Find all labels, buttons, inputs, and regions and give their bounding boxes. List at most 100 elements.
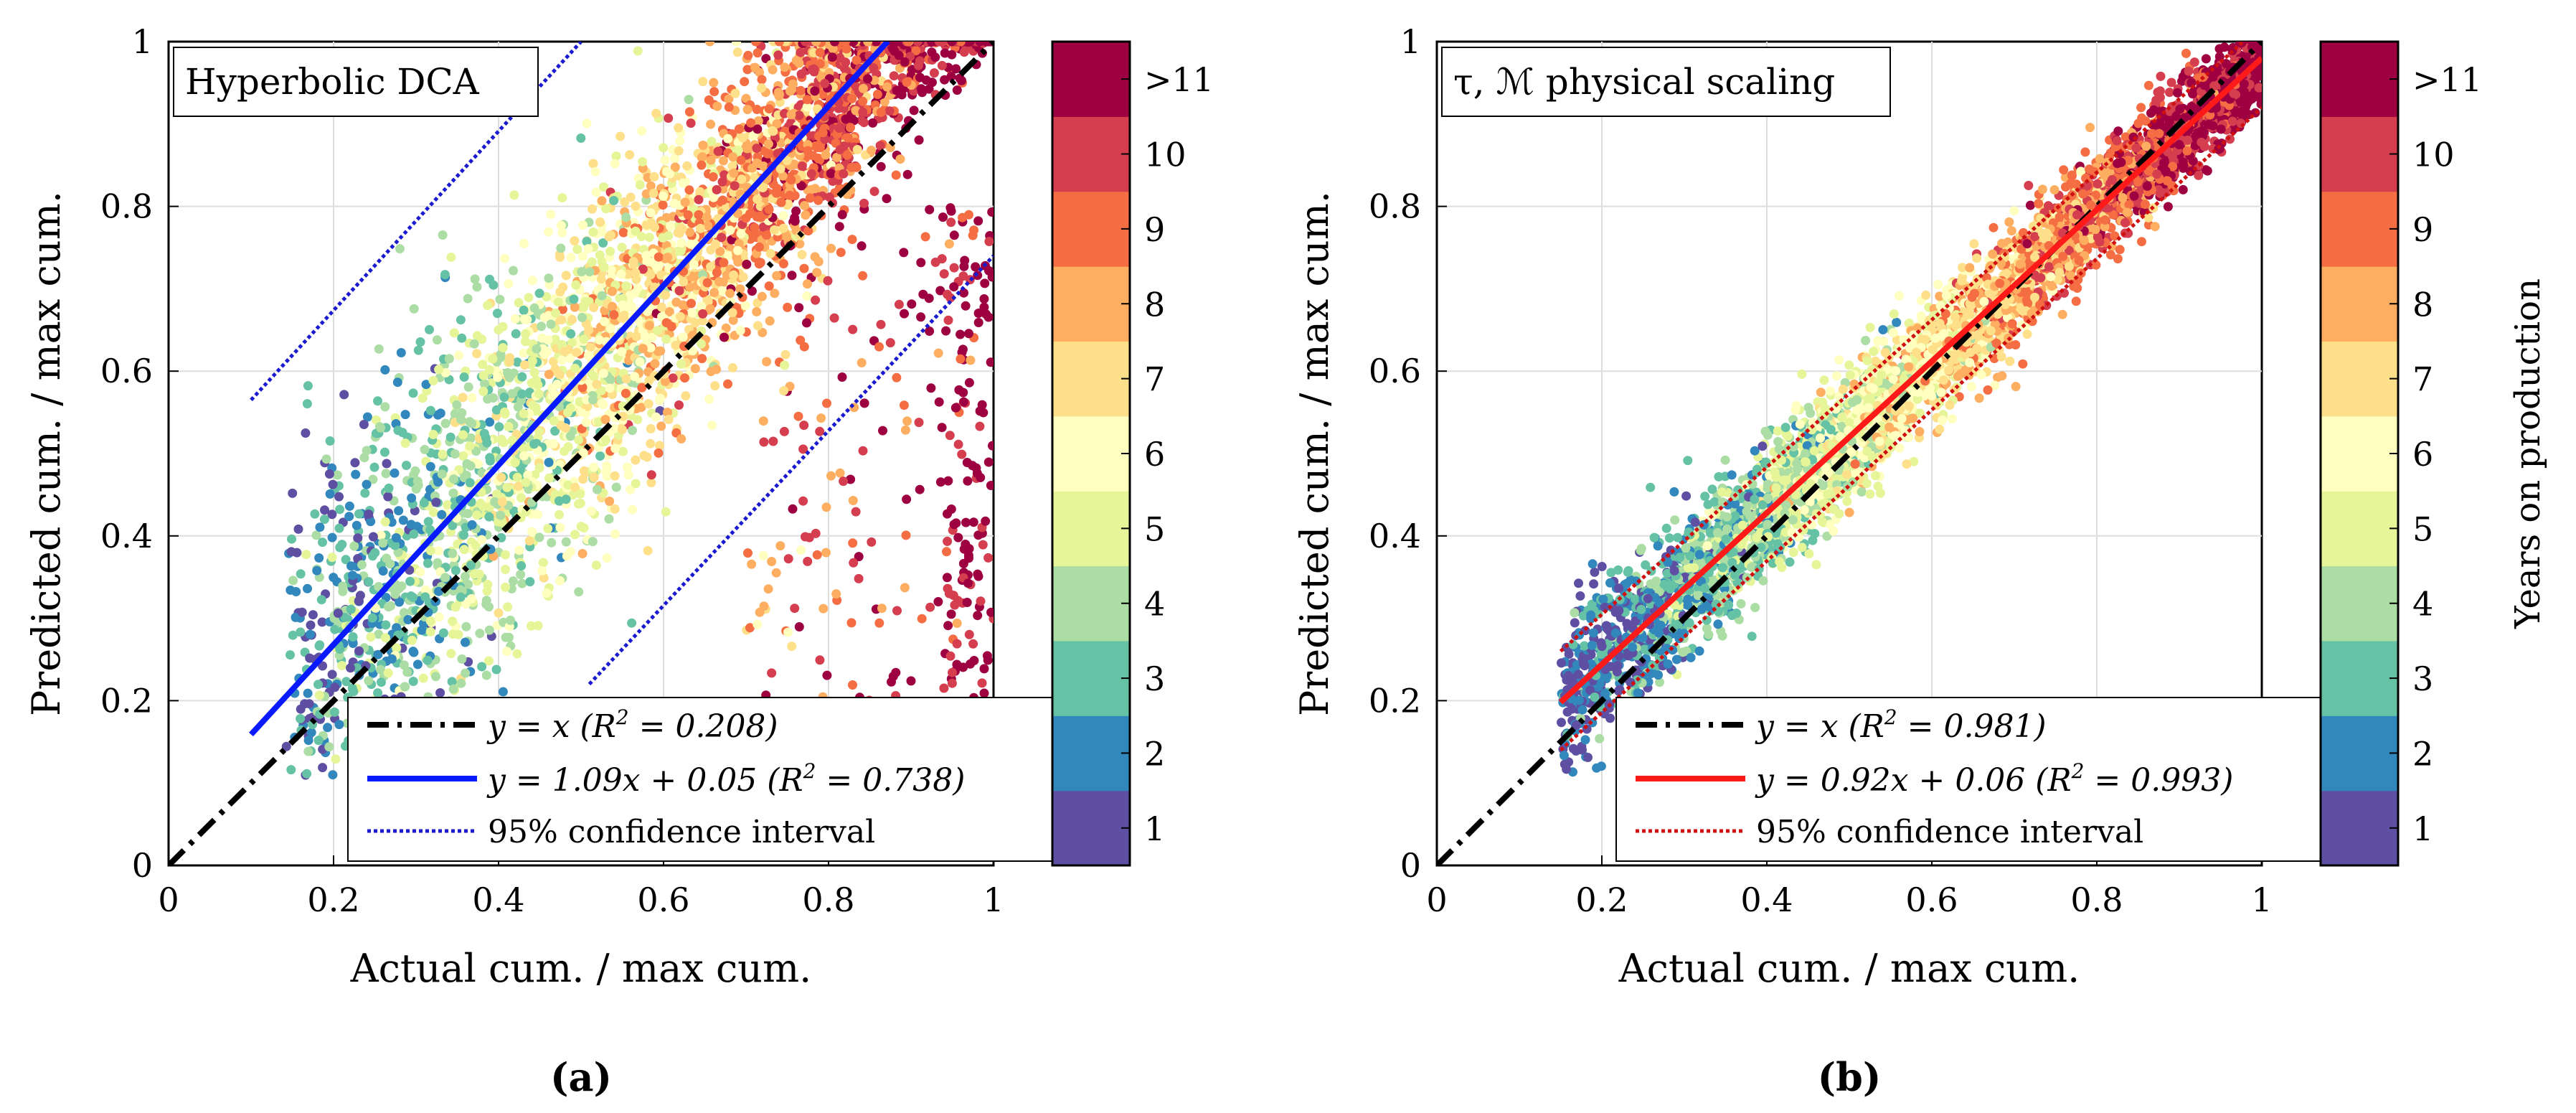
scatter-point — [481, 596, 491, 606]
scatter-point — [664, 415, 674, 424]
scatter-point — [846, 618, 857, 628]
scatter-point — [848, 324, 858, 334]
scatter-point — [478, 370, 489, 380]
scatter-point — [447, 677, 457, 687]
scatter-point — [729, 270, 739, 280]
scatter-point — [738, 272, 748, 282]
scatter-point — [570, 530, 580, 540]
scatter-point — [646, 181, 656, 191]
scatter-point — [576, 133, 586, 143]
scatter-point — [471, 540, 481, 550]
scatter-point — [465, 441, 475, 451]
scatter-point — [902, 416, 912, 426]
scatter-point — [374, 344, 384, 354]
scatter-point — [758, 222, 768, 232]
scatter-point — [459, 530, 468, 540]
scatter-point — [286, 547, 296, 557]
scatter-point — [750, 62, 760, 72]
scatter-point — [846, 474, 856, 484]
scatter-point — [741, 213, 751, 223]
scatter-point — [459, 545, 469, 555]
scatter-point — [724, 250, 734, 260]
scatter-point — [556, 220, 566, 230]
scatter-point — [900, 583, 910, 593]
scatter-point — [977, 678, 987, 688]
scatter-point — [316, 595, 326, 605]
scatter-point — [504, 422, 514, 431]
scatter-point — [381, 620, 391, 630]
scatter-point — [648, 189, 659, 198]
scatter-point — [497, 497, 507, 507]
scatter-point — [782, 156, 792, 166]
scatter-point — [661, 334, 671, 344]
scatter-point — [463, 382, 473, 392]
scatter-point — [481, 670, 491, 680]
scatter-point — [546, 319, 556, 329]
scatter-point — [491, 405, 501, 415]
scatter-point — [578, 220, 588, 230]
scatter-point — [452, 400, 462, 410]
scatter-point — [586, 506, 596, 516]
scatter-point — [680, 373, 689, 383]
scatter-point — [384, 483, 394, 493]
scatter-point — [656, 302, 666, 312]
scatter-point — [755, 607, 765, 617]
scatter-point — [891, 170, 901, 180]
scatter-point — [478, 360, 488, 370]
scatter-point — [438, 449, 448, 459]
scatter-point — [510, 458, 520, 467]
scatter-point — [521, 329, 531, 339]
scatter-point — [529, 439, 539, 449]
scatter-point — [768, 126, 778, 136]
scatter-point — [763, 149, 773, 159]
scatter-point — [858, 96, 868, 106]
scatter-point — [984, 266, 994, 276]
scatter-point — [392, 623, 402, 633]
scatter-point — [643, 545, 653, 555]
scatter-point — [813, 257, 824, 267]
scatter-point — [448, 520, 458, 530]
scatter-point — [478, 502, 488, 512]
scatter-point — [567, 314, 577, 324]
scatter-point — [623, 470, 633, 480]
scatter-point — [938, 212, 948, 222]
scatter-point — [724, 94, 734, 104]
scatter-point — [641, 332, 650, 342]
scatter-point — [758, 416, 768, 426]
scatter-point — [435, 408, 445, 418]
scatter-point — [712, 184, 722, 194]
scatter-point — [492, 489, 501, 499]
scatter-point — [485, 417, 495, 427]
scatter-point — [976, 596, 986, 606]
scatter-point — [674, 400, 684, 410]
scatter-point — [633, 415, 643, 425]
scatter-point — [378, 566, 388, 576]
scatter-point — [449, 328, 459, 338]
scatter-point — [717, 233, 727, 243]
scatter-point — [328, 770, 338, 780]
scatter-point — [935, 477, 945, 487]
scatter-point — [359, 420, 369, 429]
scatter-point — [577, 549, 588, 558]
scatter-point — [868, 118, 878, 128]
scatter-point — [790, 216, 800, 226]
scatter-point — [400, 682, 410, 692]
scatter-point — [816, 413, 826, 423]
scatter-point — [740, 77, 750, 87]
scatter-point — [561, 494, 571, 504]
scatter-point — [892, 85, 902, 95]
scatter-point — [502, 482, 512, 492]
scatter-point — [519, 348, 529, 358]
scatter-point — [732, 47, 742, 57]
scatter-point — [749, 230, 759, 240]
scatter-point — [602, 553, 612, 563]
scatter-point — [610, 504, 620, 514]
scatter-point — [916, 312, 926, 322]
scatter-point — [788, 504, 798, 514]
scatter-point — [698, 309, 708, 319]
scatter-point — [775, 164, 785, 174]
scatter-point — [512, 357, 522, 367]
scatter-point — [458, 451, 468, 461]
scatter-point — [826, 243, 836, 253]
scatter-point — [362, 446, 372, 456]
